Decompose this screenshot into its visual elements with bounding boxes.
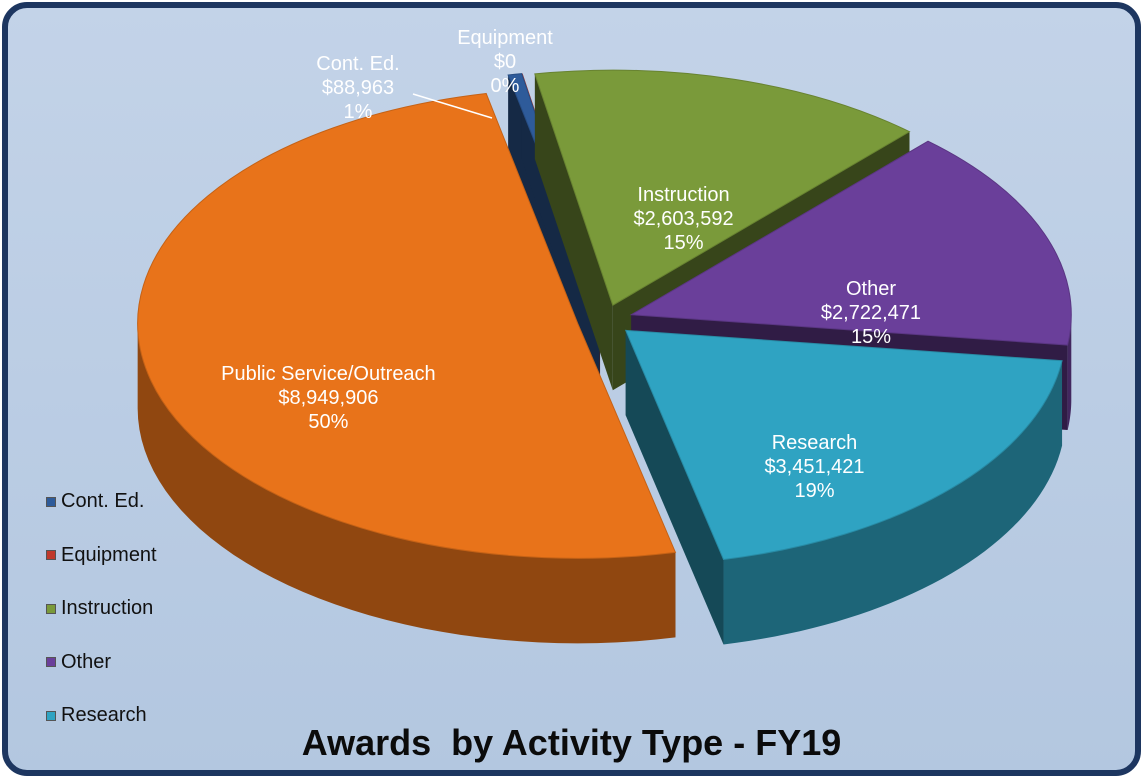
label-category: Equipment	[457, 27, 553, 49]
label-value: $0	[493, 51, 517, 73]
legend-swatch	[46, 603, 56, 614]
data-label: Cont. Ed. $88,963 1%	[243, 52, 473, 124]
legend-item: Cont. Ed.	[46, 490, 144, 513]
slice-side	[1067, 314, 1072, 431]
pie	[137, 69, 1072, 645]
legend-swatch	[46, 496, 56, 507]
label-value: $3,451,421	[764, 456, 865, 479]
slice-edge	[625, 330, 724, 645]
chart-title: Awards by Activity Type - FY19	[301, 722, 842, 763]
legend-item: Instruction	[46, 597, 153, 620]
slice-side	[723, 360, 1063, 645]
label-category: Research	[771, 432, 858, 455]
legend-label: Equipment	[61, 543, 157, 566]
label-category: Instruction	[637, 184, 730, 207]
slice	[624, 329, 1063, 561]
label-percent: 15%	[850, 325, 891, 348]
leader-line	[412, 93, 493, 119]
slice	[534, 69, 911, 306]
data-label: Equipment $0 0%	[390, 26, 620, 98]
label-percent: 1%	[343, 101, 373, 123]
legend-label: Other	[61, 650, 112, 673]
label-value: $88,963	[321, 77, 395, 99]
legend-swatch	[46, 710, 56, 721]
slice-side	[137, 323, 676, 644]
label-percent: 15%	[663, 232, 704, 255]
data-label: Public Service/Outreach $8,949,906 50%	[213, 362, 443, 434]
label-percent: 19%	[794, 480, 835, 503]
slice	[629, 140, 1072, 346]
label-category: Other	[845, 277, 896, 300]
legend-item: Other	[46, 651, 111, 674]
legend-label: Cont. Ed.	[61, 490, 145, 512]
label-value: $2,603,592	[633, 208, 734, 231]
label-category: Public Service/Outreach	[221, 362, 436, 385]
slice	[137, 92, 677, 559]
legend-label: Instruction	[61, 597, 154, 619]
slice-edge	[534, 73, 613, 391]
data-label: Instruction $2,603,592 15%	[569, 183, 799, 255]
label-percent: 0%	[490, 75, 520, 97]
label-percent: 50%	[308, 410, 349, 433]
data-label: Other $2,722,471 15%	[756, 277, 986, 349]
legend-label: Research	[61, 704, 147, 726]
legend-swatch	[46, 550, 56, 560]
label-value: $2,722,471	[820, 301, 922, 324]
legend-item: Equipment	[46, 544, 157, 567]
data-label: Research $3,451,421 19%	[700, 431, 930, 503]
label-value: $8,949,906	[278, 386, 379, 409]
legend-swatch	[46, 657, 56, 667]
label-category: Cont. Ed.	[316, 53, 400, 75]
legend-item: Research	[46, 704, 147, 727]
